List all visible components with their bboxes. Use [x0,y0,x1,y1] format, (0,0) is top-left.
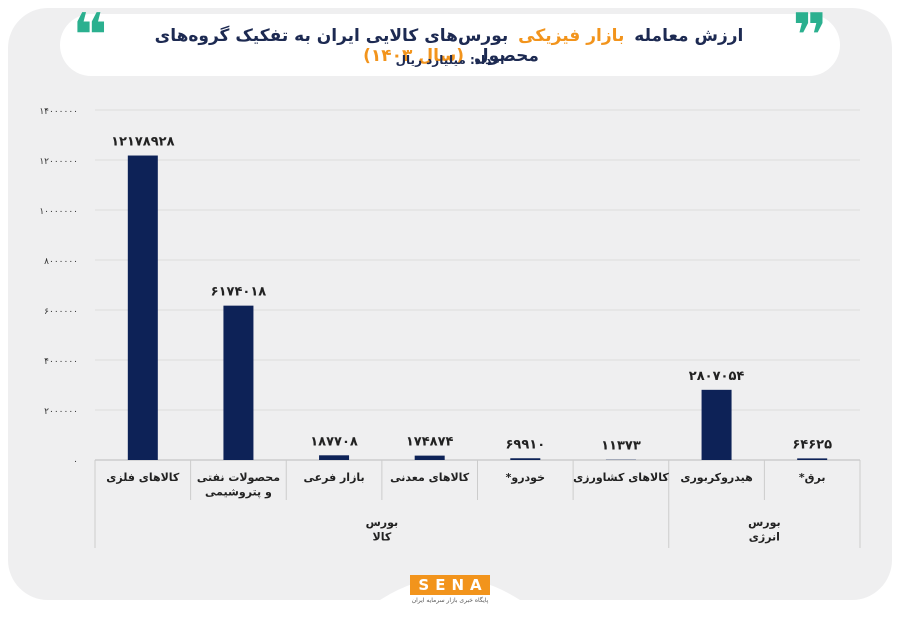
data-label: ۶۱۷۴۰۱۸ [211,285,267,300]
title-box [60,14,840,76]
bar [319,455,350,460]
bar [701,389,732,460]
group-label: بورس کالا [366,516,399,543]
x-tick-label: خودرو* [506,471,545,484]
bar [797,458,828,460]
x-tick-label: کالاهای معدنی [390,471,470,484]
title-part: بازار فیزیکی [518,26,625,46]
quote-mark: ❞ [792,1,827,71]
data-label: ۲۸۰۷۰۵۴ [689,369,745,384]
data-label: ۱۲۱۷۸۹۲۸ [111,135,175,150]
title-part: (سال ۱۴۰۳) [363,46,464,66]
x-tick-label: کالاهای فلزی [106,471,180,484]
quote-mark: ❝ [72,1,107,71]
data-label: ۱۸۷۷۰۸ [310,434,358,449]
title-part: ارزش معامله [634,26,744,46]
y-tick-label: ۱۲۰۰۰۰۰۰ [39,157,78,167]
bar [223,305,254,460]
bar [510,458,541,460]
y-tick-label: ۰ [73,457,78,467]
y-tick-label: ۱۰۰۰۰۰۰۰ [39,207,78,217]
data-label: ۶۹۹۱۰ [505,437,545,452]
group-label: بورس انرژی [748,516,781,543]
y-tick-label: ۲۰۰۰۰۰۰ [44,407,78,417]
logo-name: SENA [410,575,490,595]
data-label: ۶۴۶۲۵ [792,437,832,452]
chart-title: ارزش معامله بازار فیزیکی بورس‌های کالایی… [120,26,780,66]
x-tick-label: کالاهای کشاورزی [573,471,669,484]
y-tick-label: ۸۰۰۰۰۰۰ [44,257,78,267]
data-label: ۱۷۴۸۷۴ [406,435,454,450]
x-tick-label: هیدروکربوری [680,471,752,484]
logo-tagline: پایگاه خبری بازار سرمایه ایران [411,597,489,604]
logo: SENA پایگاه خبری بازار سرمایه ایران [405,575,495,604]
y-tick-label: ۱۴۰۰۰۰۰۰ [39,107,78,117]
title-part: بورس‌های کالایی ایران به تفکیک گروه‌های … [154,26,539,66]
x-tick-label: بازار فرعی [303,471,364,484]
x-tick-label: برق* [799,471,826,484]
bar [414,455,445,460]
y-tick-label: ۶۰۰۰۰۰۰ [44,307,78,317]
x-tick-label: محصولات نفتی و پتروشیمی [197,471,280,498]
y-tick-label: ۴۰۰۰۰۰۰ [44,357,78,367]
bar [127,155,158,460]
subtitle: اعداد: میلیارد ریال [395,53,505,67]
data-label: ۱۱۳۷۳ [601,439,641,454]
